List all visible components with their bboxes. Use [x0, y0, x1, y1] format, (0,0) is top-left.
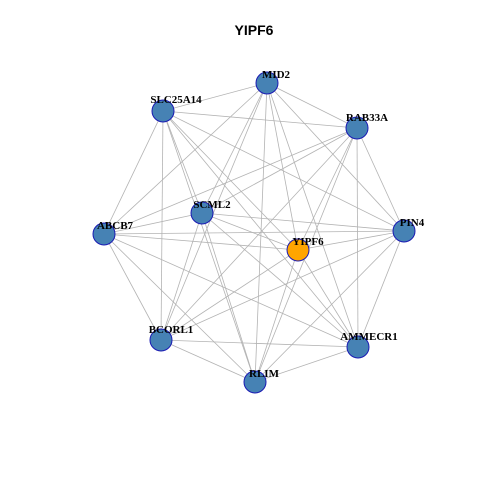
node — [286, 238, 310, 262]
node-label: PIN4 — [400, 217, 425, 229]
edge — [103, 212, 203, 235]
edge — [160, 230, 405, 341]
edge — [103, 233, 299, 251]
edge — [160, 127, 358, 341]
node-label: MID2 — [262, 69, 291, 81]
edge — [266, 82, 358, 129]
edge — [201, 212, 405, 232]
edge — [162, 110, 299, 251]
edge — [162, 82, 268, 112]
edge — [201, 212, 359, 348]
nodes — [92, 71, 416, 394]
edge — [103, 233, 256, 383]
node — [346, 335, 370, 359]
edge — [297, 230, 405, 251]
edge — [160, 339, 359, 348]
edge — [103, 233, 359, 348]
node-label: RLIM — [249, 368, 280, 380]
node-label: AMMECR1 — [340, 331, 397, 343]
edge — [160, 249, 299, 341]
edge — [160, 212, 203, 341]
node-label: RAB33A — [346, 112, 388, 124]
diagram-title: YIPF6 — [235, 22, 274, 38]
node-label: BCORL1 — [149, 324, 194, 336]
edge — [266, 82, 405, 232]
edge — [297, 249, 359, 348]
edge — [297, 127, 358, 251]
node — [151, 99, 175, 123]
edge — [160, 339, 256, 383]
node — [149, 328, 173, 352]
edge — [201, 82, 268, 214]
edge — [201, 212, 256, 383]
edge — [201, 127, 358, 214]
node-label: YIPF6 — [292, 236, 324, 248]
node — [92, 222, 116, 246]
node-label: SLC25A14 — [150, 94, 202, 106]
edge — [254, 249, 299, 383]
node — [243, 370, 267, 394]
edge — [162, 110, 358, 129]
edge — [254, 230, 405, 383]
node — [392, 219, 416, 243]
node — [345, 116, 369, 140]
node-label: SCML2 — [193, 199, 231, 211]
edge — [162, 110, 405, 232]
edge — [356, 127, 359, 348]
edge — [103, 110, 164, 235]
edge — [103, 127, 358, 235]
edge — [103, 233, 162, 341]
edge — [162, 110, 256, 383]
edge — [356, 127, 405, 232]
edges — [103, 82, 405, 383]
edge — [160, 110, 164, 341]
edge — [266, 82, 359, 348]
node — [255, 71, 279, 95]
edge — [266, 82, 299, 251]
node-label: ABCB7 — [97, 220, 134, 232]
edge — [162, 110, 359, 348]
node — [190, 201, 214, 225]
edge — [254, 346, 359, 383]
edge — [201, 212, 299, 251]
edge — [357, 230, 405, 348]
edge — [103, 82, 268, 235]
labels: MID2 SLC25A14 RAB33A SCML2 ABCB7 PIN4 YI… — [97, 69, 425, 380]
edge — [160, 82, 268, 341]
edge — [103, 230, 405, 235]
